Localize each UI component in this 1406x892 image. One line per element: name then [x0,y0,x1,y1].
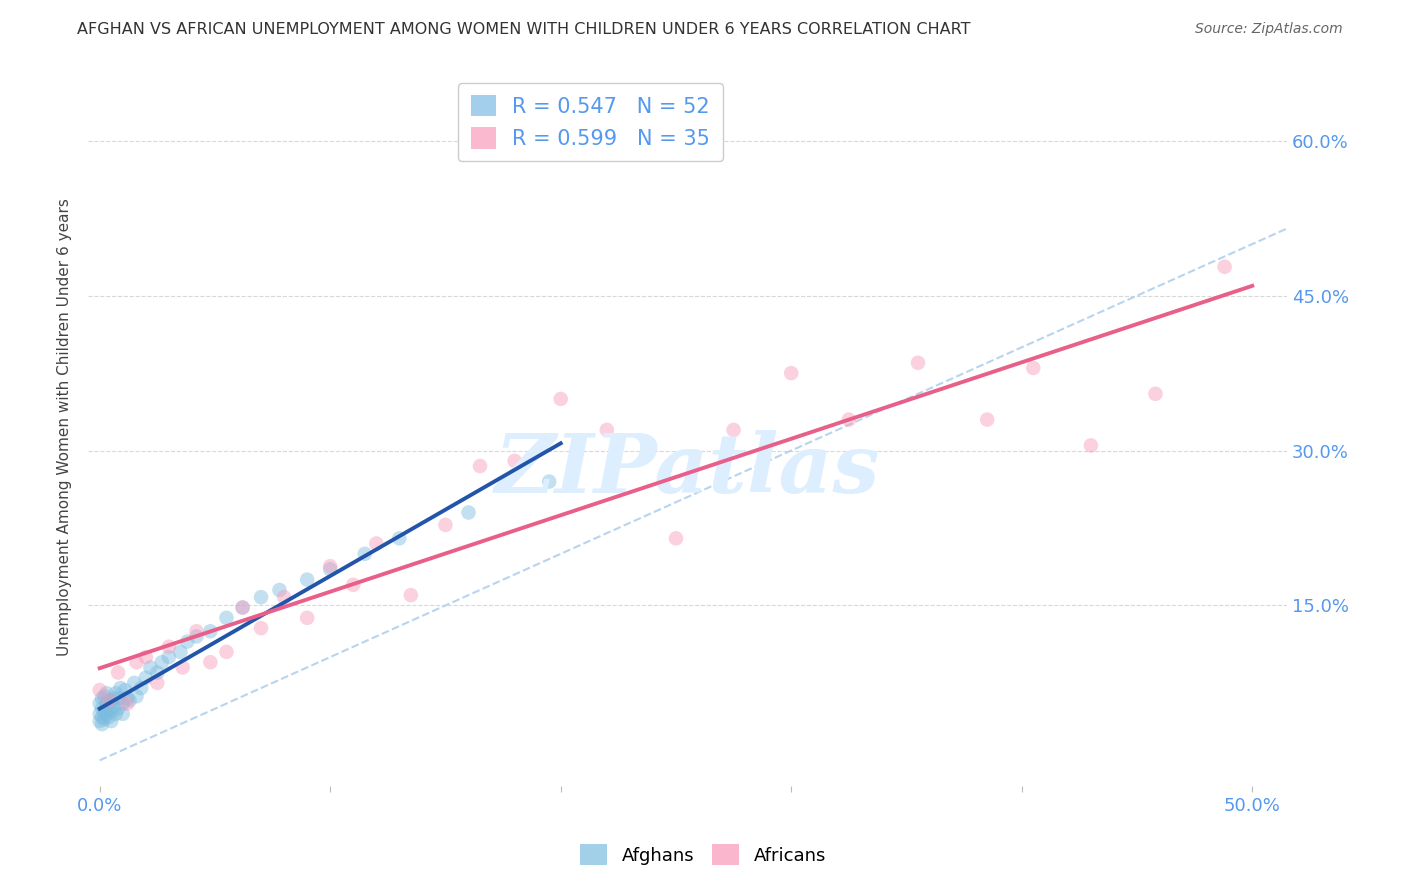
Point [665,532,688,546]
Point [780,366,803,380]
Point [200,624,222,639]
Point [157,650,180,665]
Point [100,704,122,718]
Point [399,588,422,602]
Point [1080,438,1102,452]
Point [295,611,318,625]
Point [434,517,457,532]
Point [295,573,318,587]
Point [250,621,273,635]
Point [125,655,148,669]
Point [100,714,122,728]
Point [103,691,125,706]
Point [104,686,127,700]
Point [907,356,929,370]
Point [215,611,238,625]
Point [139,660,162,674]
Point [107,691,129,706]
Point [89,697,111,711]
Point [91,710,114,724]
Point [135,671,157,685]
Point [186,629,208,643]
Point [107,665,129,680]
Point [342,578,364,592]
Point [97,693,120,707]
Point [117,691,139,706]
Point [172,660,194,674]
Point [93,704,115,718]
Legend: R = 0.547   N = 52, R = 0.599   N = 35: R = 0.547 N = 52, R = 0.599 N = 35 [458,83,723,161]
Text: Source: ZipAtlas.com: Source: ZipAtlas.com [1195,22,1343,37]
Point [111,697,134,711]
Point [468,458,491,473]
Point [366,536,388,550]
Point [135,650,157,665]
Point [503,454,526,468]
Point [91,702,114,716]
Point [250,590,273,604]
Point [157,640,180,654]
Point [388,532,411,546]
Point [273,590,295,604]
Legend: Afghans, Africans: Afghans, Africans [572,837,834,872]
Point [93,690,115,704]
Point [125,690,148,704]
Point [146,676,169,690]
Point [96,697,118,711]
Point [538,475,561,489]
Point [89,706,111,721]
Point [232,600,254,615]
Point [200,655,222,669]
Point [723,423,745,437]
Text: AFGHAN VS AFRICAN UNEMPLOYMENT AMONG WOMEN WITH CHILDREN UNDER 6 YEARS CORRELATI: AFGHAN VS AFRICAN UNEMPLOYMENT AMONG WOM… [77,22,970,37]
Point [353,547,375,561]
Point [97,702,120,716]
Point [118,693,141,707]
Point [319,559,342,574]
Point [96,686,118,700]
Point [596,423,619,437]
Point [186,624,208,639]
Point [269,582,291,597]
Point [1213,260,1236,274]
Point [1144,386,1167,401]
Point [89,683,111,698]
Point [103,699,125,714]
Point [146,665,169,680]
Point [91,691,114,706]
Point [89,714,111,728]
Point [100,693,122,707]
Point [97,710,120,724]
Point [96,706,118,721]
Point [129,681,152,695]
Point [232,600,254,615]
Point [169,645,191,659]
Point [114,683,136,698]
Point [122,676,145,690]
Text: ZIPatlas: ZIPatlas [495,430,880,510]
Point [215,645,238,659]
Point [110,681,132,695]
Point [111,706,134,721]
Y-axis label: Unemployment Among Women with Children Under 6 years: Unemployment Among Women with Children U… [58,198,72,657]
Point [104,706,127,721]
Point [319,562,342,576]
Point [457,506,479,520]
Point [117,697,139,711]
Point [838,412,860,426]
Point [1022,361,1045,376]
Point [91,717,114,731]
Point [93,712,115,726]
Point [550,392,572,406]
Point [176,634,198,648]
Point [107,702,129,716]
Point [150,655,173,669]
Point [976,412,998,426]
